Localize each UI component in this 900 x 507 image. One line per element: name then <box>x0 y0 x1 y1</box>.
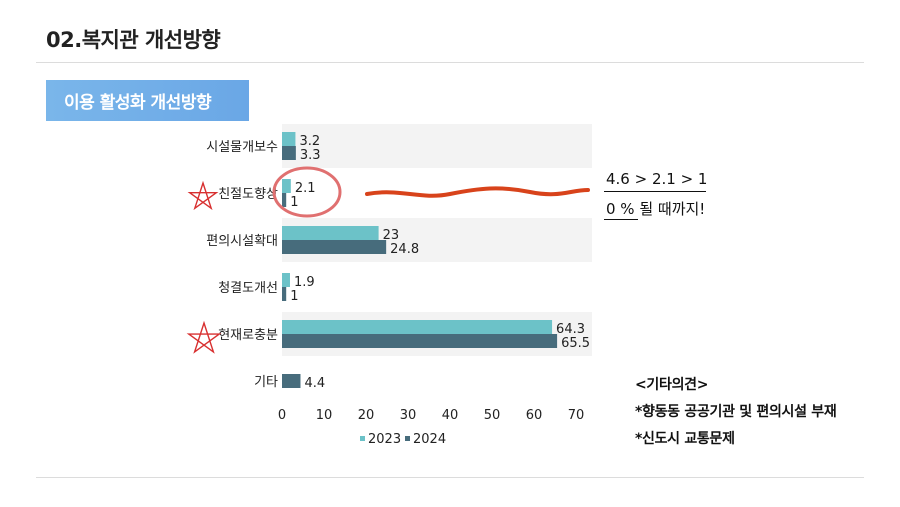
section-label-text: 이용 활성화 개선방향 <box>64 93 212 113</box>
category-label: 청결도개선 <box>218 281 278 296</box>
data-label: 64.3 <box>556 322 585 337</box>
bar-2023 <box>282 226 379 240</box>
x-tick-label: 40 <box>442 408 459 423</box>
bar-2024 <box>282 334 558 348</box>
category-label: 현재로충분 <box>218 328 278 343</box>
x-tick-label: 20 <box>358 408 375 423</box>
notes-heading: <기타의견> <box>635 377 709 393</box>
category-label: 편의시설확대 <box>206 234 278 249</box>
section-label: 이용 활성화 개선방향 <box>46 80 249 121</box>
legend-label: 2023 <box>368 432 401 447</box>
category-label: 시설물개보수 <box>206 140 278 155</box>
annotation-ratio-underline <box>604 191 706 192</box>
bar-2024 <box>282 374 301 388</box>
x-tick-label: 60 <box>526 408 543 423</box>
category-label: 기타 <box>254 375 278 390</box>
star-mark-icon <box>187 180 219 211</box>
data-label: 1 <box>290 289 298 304</box>
bar-2023 <box>282 179 291 193</box>
data-label: 24.8 <box>390 242 419 257</box>
notes-item-2: *신도시 교통문제 <box>635 431 735 447</box>
bar-2024 <box>282 193 287 207</box>
annotation-goal: 0 % 될 때까지! <box>606 200 706 218</box>
data-label: 3.3 <box>300 148 321 163</box>
bar-2023 <box>282 320 553 334</box>
x-tick-label: 70 <box>568 408 585 423</box>
data-label: 1.9 <box>294 275 315 290</box>
x-tick-label: 0 <box>278 408 286 423</box>
x-tick-label: 50 <box>484 408 501 423</box>
highlight-circle <box>272 166 342 218</box>
row-band <box>282 124 592 168</box>
data-label: 2.1 <box>295 181 316 196</box>
data-label: 3.2 <box>299 134 320 149</box>
legend-swatch-2024 <box>405 436 410 441</box>
data-label: 1 <box>290 195 298 210</box>
bar-2024 <box>282 287 287 301</box>
bar-2024 <box>282 146 296 160</box>
page-title: 02.복지관 개선방향 <box>46 28 221 52</box>
x-tick-label: 30 <box>400 408 417 423</box>
category-label: 친절도향상 <box>218 187 278 202</box>
data-label: 4.4 <box>304 376 325 391</box>
bottom-divider <box>36 477 864 478</box>
legend-swatch-2023 <box>360 436 365 441</box>
annotation-wavy-line <box>365 186 590 198</box>
data-label: 23 <box>383 228 400 243</box>
data-label: 65.5 <box>561 336 590 351</box>
bar-2023 <box>282 132 296 146</box>
legend-label: 2024 <box>413 432 446 447</box>
star-mark-icon <box>186 320 222 354</box>
notes-item-1: *향동동 공공기관 및 편의시설 부재 <box>635 404 837 420</box>
top-divider <box>36 62 864 63</box>
x-tick-label: 10 <box>316 408 333 423</box>
bar-2023 <box>282 273 290 287</box>
bar-2024 <box>282 240 387 254</box>
annotation-goal-underline <box>604 219 638 220</box>
annotation-ratio: 4.6 > 2.1 > 1 <box>606 170 708 188</box>
